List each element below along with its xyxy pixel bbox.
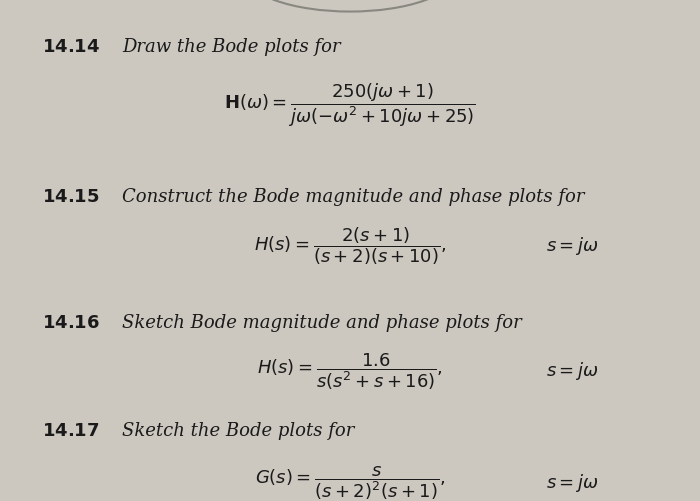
- Text: $\mathbf{H}(\omega) = \dfrac{250(j\omega + 1)}{j\omega(-\omega^2 + 10j\omega + 2: $\mathbf{H}(\omega) = \dfrac{250(j\omega…: [224, 81, 476, 129]
- Text: $s = j\omega$: $s = j\omega$: [546, 471, 598, 493]
- Text: $\bf{14.17}$: $\bf{14.17}$: [42, 421, 99, 439]
- Text: Construct the Bode magnitude and phase plots for: Construct the Bode magnitude and phase p…: [122, 188, 585, 206]
- Text: $G(s) = \dfrac{s}{(s + 2)^2(s + 1)},$: $G(s) = \dfrac{s}{(s + 2)^2(s + 1)},$: [255, 463, 445, 501]
- Text: $s = j\omega$: $s = j\omega$: [546, 360, 598, 382]
- Text: $\bf{14.14}$: $\bf{14.14}$: [42, 38, 100, 56]
- Text: Draw the Bode plots for: Draw the Bode plots for: [122, 38, 341, 56]
- Text: Sketch the Bode plots for: Sketch the Bode plots for: [122, 421, 355, 439]
- Text: $H(s) = \dfrac{1.6}{s(s^2 + s + 16)},$: $H(s) = \dfrac{1.6}{s(s^2 + s + 16)},$: [257, 350, 443, 391]
- Text: $\bf{14.16}$: $\bf{14.16}$: [42, 313, 100, 331]
- Text: $s = j\omega$: $s = j\omega$: [546, 234, 598, 257]
- Text: $H(s) = \dfrac{2(s + 1)}{(s + 2)(s + 10)},$: $H(s) = \dfrac{2(s + 1)}{(s + 2)(s + 10)…: [253, 225, 447, 266]
- Text: Sketch Bode magnitude and phase plots for: Sketch Bode magnitude and phase plots fo…: [122, 313, 522, 331]
- Text: $\bf{14.15}$: $\bf{14.15}$: [42, 188, 99, 206]
